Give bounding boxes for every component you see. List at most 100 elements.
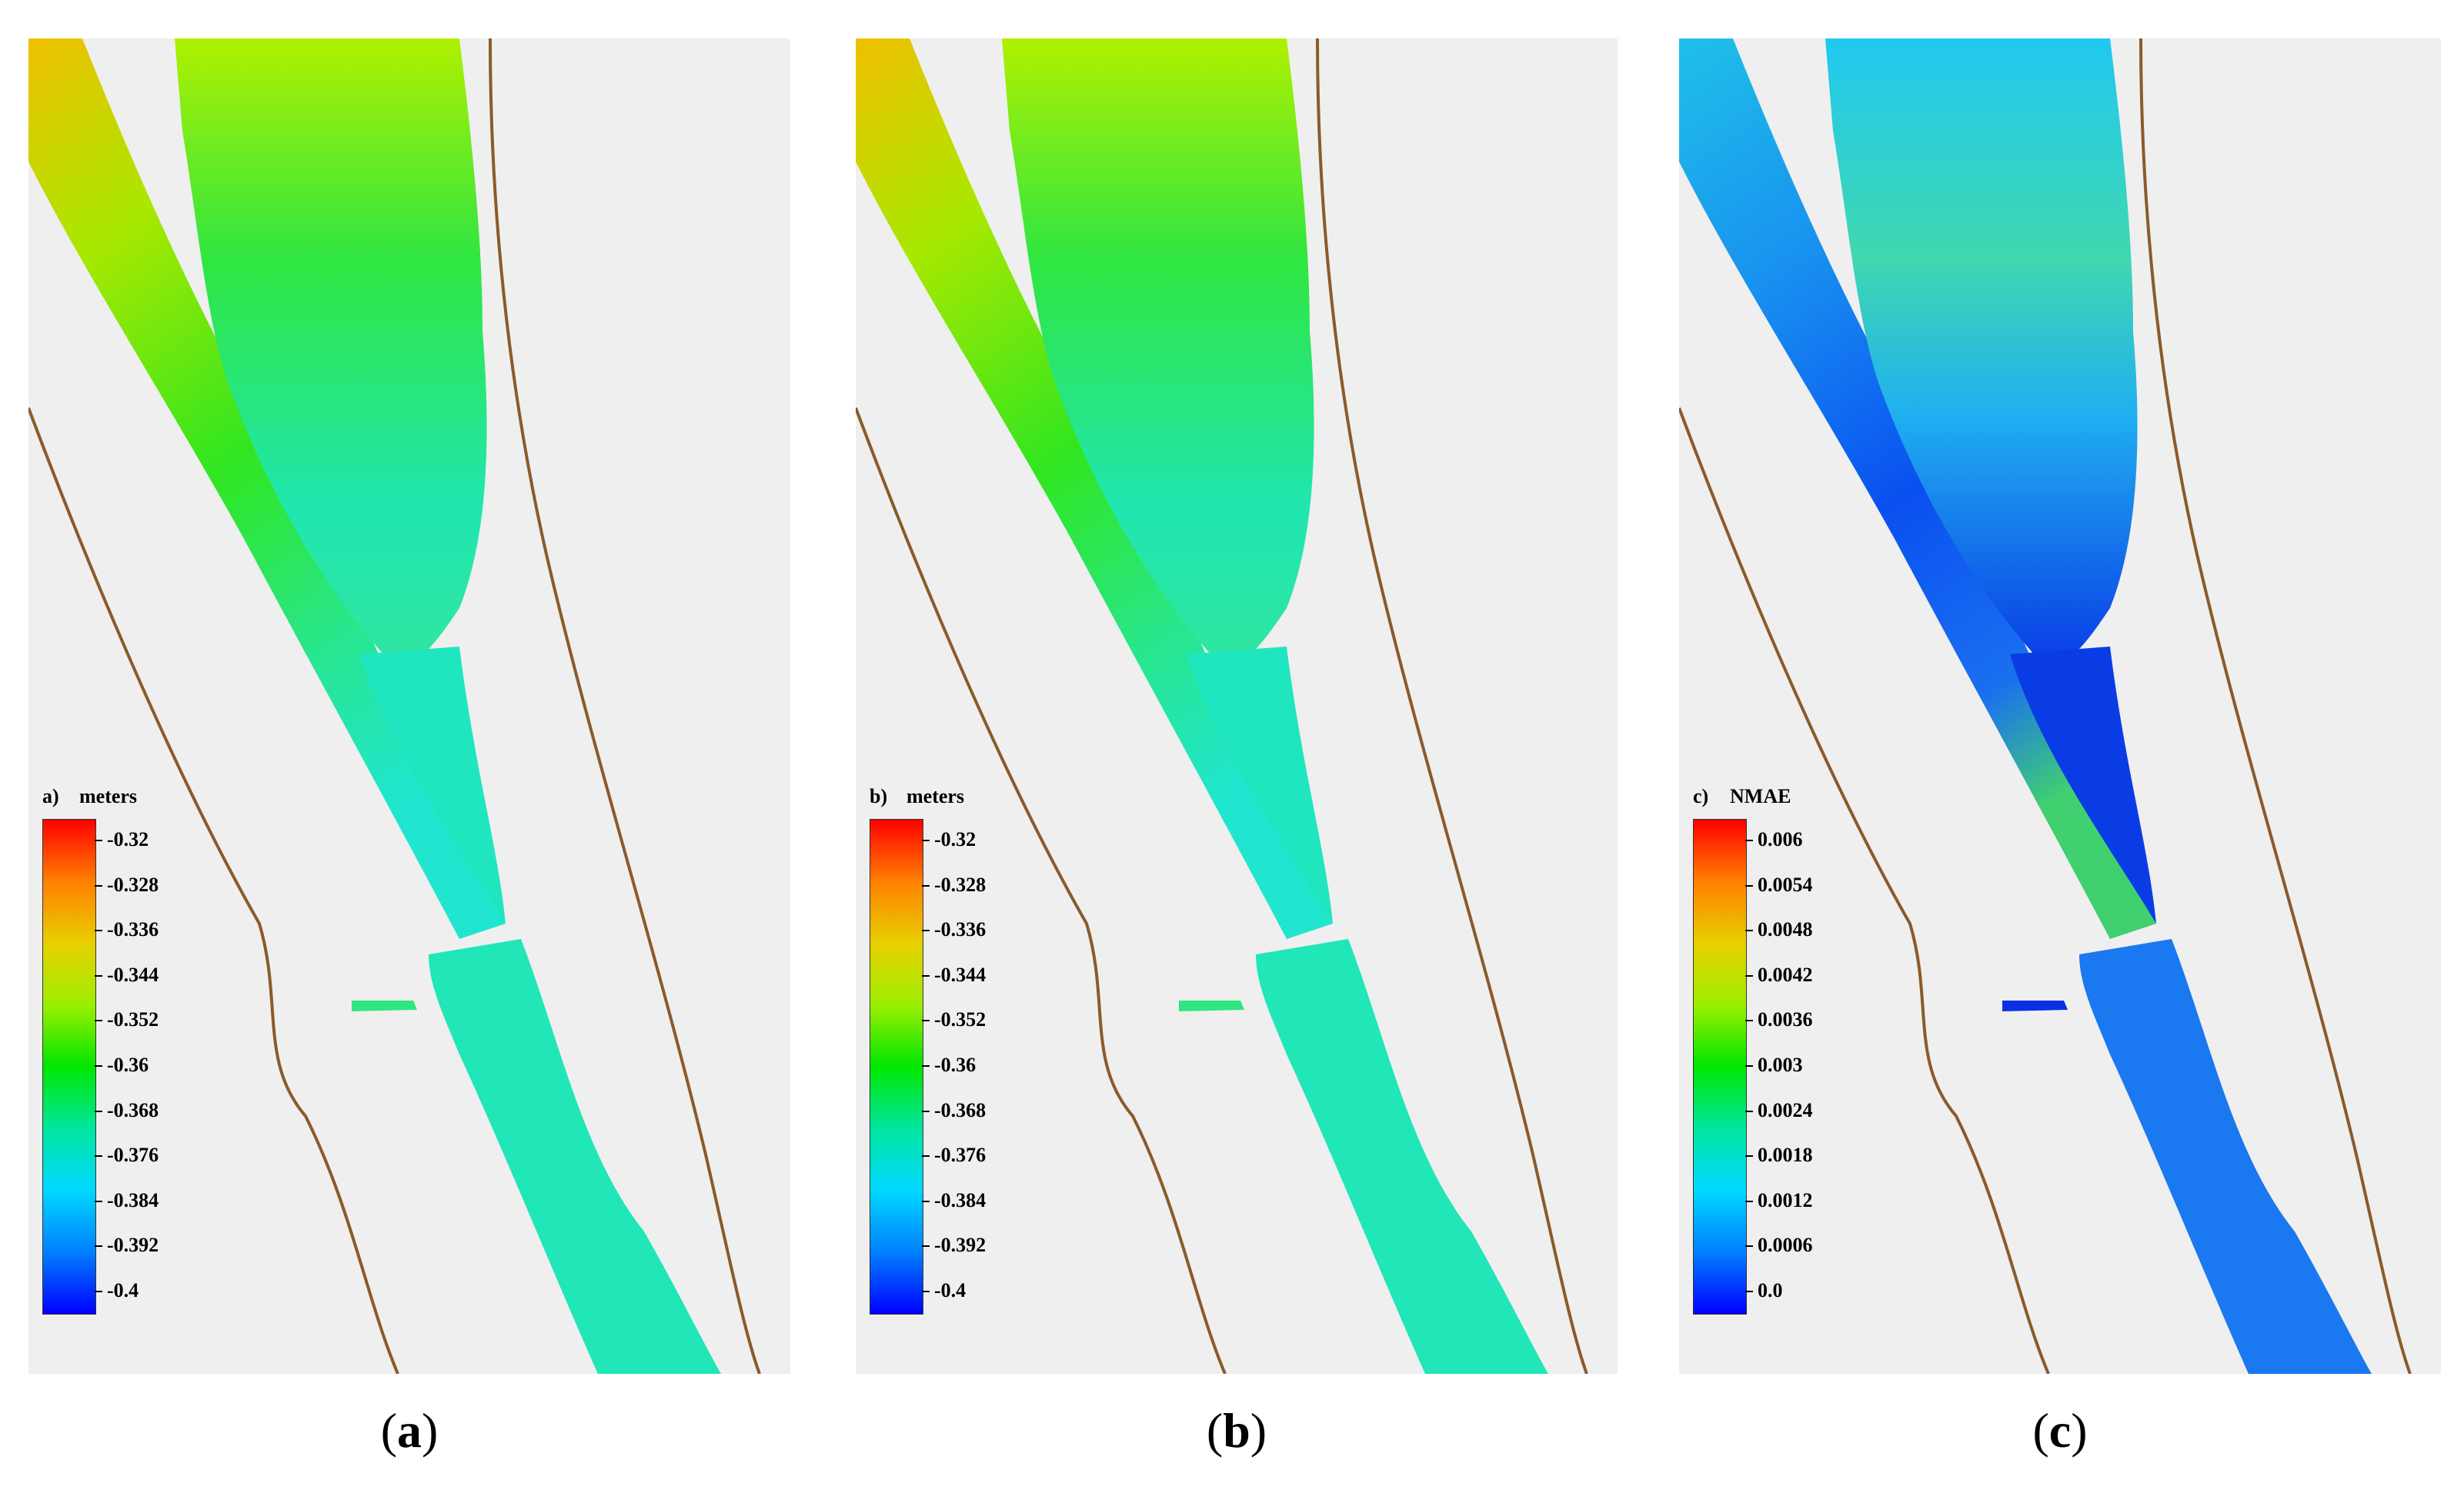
tick-mark [922,1065,930,1067]
tick-label: -0.384 [107,1188,159,1211]
tick-mark [922,840,930,841]
tick-mark [1745,840,1753,841]
lagoon-map-b [856,38,1588,1374]
tick-label: -0.336 [107,918,159,941]
west-inlet [2002,1001,2068,1011]
colorbar [1693,819,1747,1315]
central-channel [359,647,506,924]
tick-label: 0.0018 [1758,1144,1813,1167]
south-channel [1256,939,1548,1374]
tick-mark [95,1065,102,1067]
colorbar-ticks: 0.006 0.0054 0.0048 0.0042 0.0036 0.003 0.0024… [1745,819,1861,1313]
legend-title: a) meters [42,785,137,808]
tick-label: -0.328 [934,873,987,896]
tick-mark [1745,1245,1753,1248]
colorbar-ticks: -0.32 -0.328 -0.336 -0.344 -0.352 -0.36 -0.368… [95,819,210,1313]
west-shoreline [856,407,1227,1374]
caption-a: (a) [380,1403,439,1458]
north-bay [1825,38,2138,664]
tick-mark [95,840,102,841]
legend-unit: NMAE [1730,785,1791,807]
colorbar-ticks: -0.32 -0.328 -0.336 -0.344 -0.352 -0.36 -0.368… [922,819,1037,1313]
tick-mark [922,1020,930,1022]
tick-label: -0.352 [107,1008,159,1031]
lagoon-map-a [28,38,761,1374]
tick-label: -0.368 [107,1098,159,1121]
legend-panel-letter: c) [1693,785,1709,807]
tick-mark [95,1291,102,1292]
tick-mark [1745,1065,1753,1067]
tick-label: 0.0012 [1758,1188,1813,1211]
east-shoreline [489,38,761,1374]
tick-mark [922,1110,930,1112]
tick-mark [95,974,102,977]
tick-mark [1745,1020,1753,1022]
caption-c: (c) [2032,1403,2088,1458]
east-shoreline [1316,38,1588,1374]
north-bay [175,38,487,664]
tick-mark [1745,1155,1753,1158]
tick-mark [1745,1200,1753,1202]
map-panel-b: b) meters -0.32 -0.328 -0.336 -0.344 -0.352 -0… [856,38,1618,1374]
tick-label: -0.328 [107,873,159,896]
west-inlet [352,1001,417,1011]
legend-title: c) NMAE [1693,785,1791,808]
tick-label: -0.392 [934,1234,987,1257]
tick-label: 0.006 [1758,828,1803,850]
legend-panel-letter: b) [870,785,888,807]
south-channel [429,939,721,1374]
west-shoreline [1679,407,2050,1374]
central-channel [2010,647,2156,924]
legend-a: a) meters -0.32 -0.328 -0.336 -0.344 -0.352 -0… [42,785,212,1370]
central-channel [1187,647,1333,924]
legend-panel-letter: a) [42,785,59,807]
tick-mark [95,884,102,887]
tick-label: -0.368 [934,1098,987,1121]
west-inlet [1179,1001,1244,1011]
tick-mark [922,1200,930,1202]
caption-b: (b) [1206,1403,1267,1458]
tick-label: 0.0024 [1758,1098,1813,1121]
tick-mark [922,1245,930,1248]
tick-mark [95,1110,102,1112]
legend-unit: meters [79,785,138,807]
tick-mark [1745,884,1753,887]
tick-mark [95,930,102,932]
tick-mark [922,930,930,932]
tick-mark [922,1155,930,1158]
colorbar [42,819,96,1315]
tick-mark [922,1291,930,1292]
lagoon-map-c [1679,38,2412,1374]
map-panel-c: c) NMAE 0.006 0.0054 0.0048 0.0042 0.0036 0.00… [1679,38,2441,1374]
tick-mark [95,1020,102,1022]
legend-c: c) NMAE 0.006 0.0054 0.0048 0.0042 0.0036 0.00… [1693,785,1862,1370]
map-panel-a: a) meters -0.32 -0.328 -0.336 -0.344 -0.352 -0… [28,38,790,1374]
tick-mark [95,1155,102,1158]
tick-mark [922,974,930,977]
tick-mark [1745,974,1753,977]
tick-label: -0.32 [934,828,977,850]
tick-label: 0.0006 [1758,1234,1813,1257]
legend-unit: meters [906,785,965,807]
tick-label: -0.344 [107,963,159,986]
tick-mark [95,1200,102,1202]
tick-label: -0.376 [107,1144,159,1167]
legend-b: b) meters -0.32 -0.328 -0.336 -0.344 -0.352 -0… [870,785,1039,1370]
tick-label: -0.36 [934,1054,977,1076]
caption-letter: b [1223,1403,1250,1458]
colorbar [870,819,923,1315]
tick-label: -0.4 [107,1279,139,1302]
tick-label: -0.32 [107,828,149,850]
caption-letter: c [2048,1403,2072,1458]
caption-letter: a [397,1403,422,1458]
tick-label: 0.003 [1758,1054,1803,1076]
tick-label: -0.384 [934,1188,987,1211]
tick-mark [1745,930,1753,932]
south-channel [2079,939,2372,1374]
north-bay [1002,38,1314,664]
tick-label: -0.376 [934,1144,987,1167]
tick-label: -0.392 [107,1234,159,1257]
tick-label: 0.0054 [1758,873,1813,896]
tick-label: -0.336 [934,918,987,941]
tick-label: 0.0042 [1758,963,1813,986]
